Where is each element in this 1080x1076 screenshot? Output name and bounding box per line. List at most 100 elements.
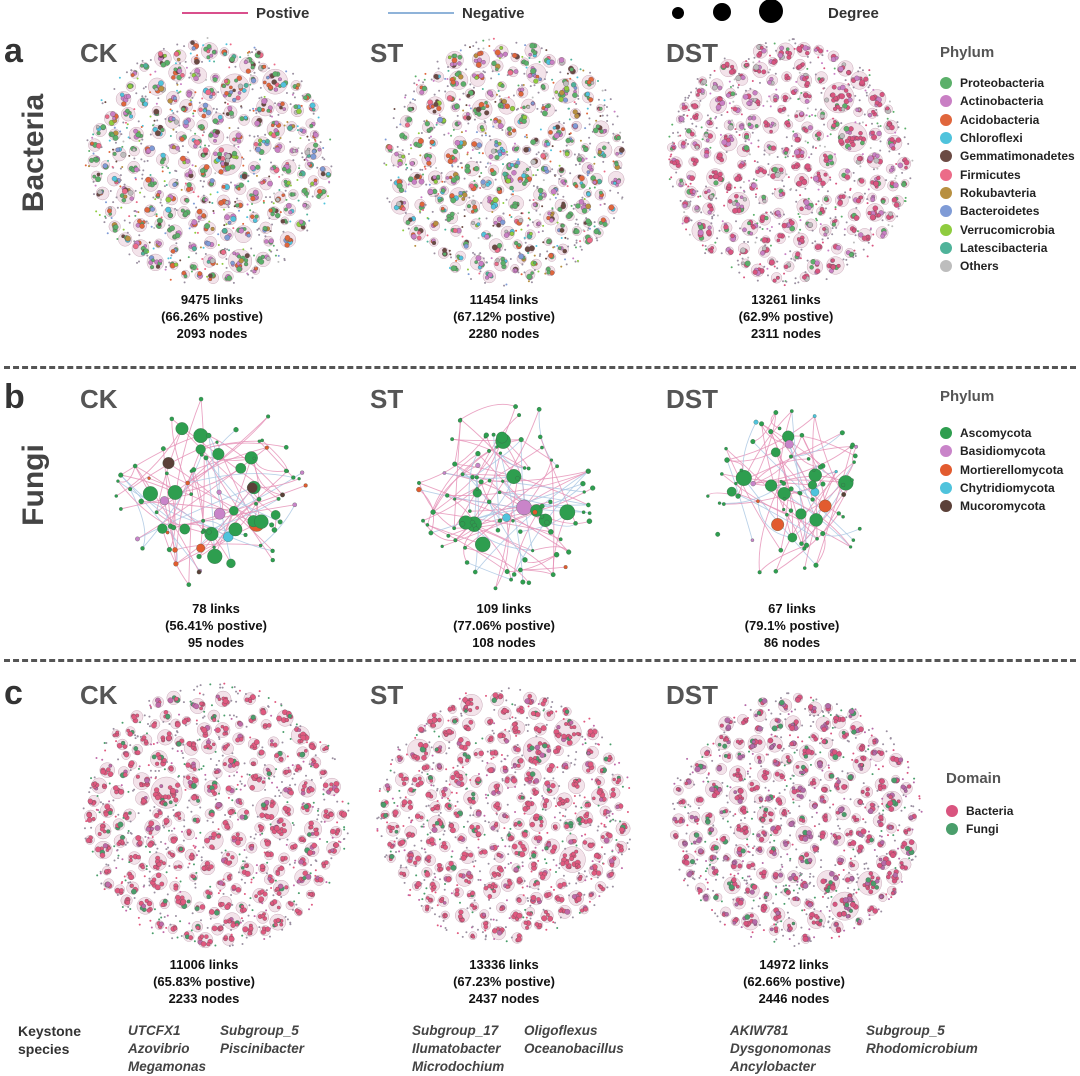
network-cluster: [180, 195, 190, 205]
network-cluster: [769, 93, 780, 103]
network-cluster: [733, 737, 745, 750]
network-cluster: [719, 133, 738, 152]
network-cluster: [234, 225, 253, 243]
network-cluster: [857, 228, 872, 243]
network-cluster: [203, 221, 216, 235]
network-cluster: [162, 817, 173, 828]
network-cluster: [530, 157, 542, 168]
network-cluster: [501, 160, 533, 192]
network-cluster: [676, 177, 686, 188]
network-cluster: [485, 734, 495, 744]
network-cluster: [702, 202, 716, 216]
network-cluster: [235, 901, 248, 914]
keystone-species: Piscinibacter: [220, 1041, 305, 1056]
network-cluster: [827, 50, 840, 63]
network-cluster: [264, 850, 274, 861]
keystone-label-line2: species: [18, 1041, 70, 1057]
network-cluster: [221, 850, 239, 868]
network-cluster: [754, 725, 764, 734]
legend-swatch-icon: [940, 150, 952, 163]
stats-positive: (66.26% postive): [161, 309, 263, 324]
network-cluster: [613, 145, 626, 158]
network-cluster: [520, 829, 530, 839]
network-cluster: [470, 138, 483, 151]
network-cluster: [196, 119, 209, 132]
network-cluster: [870, 747, 885, 762]
network-cluster: [695, 846, 706, 857]
network-cluster: [754, 165, 767, 178]
network-cluster: [766, 74, 778, 87]
network-cluster: [421, 152, 437, 167]
network-cluster: [135, 791, 150, 806]
network-cluster: [87, 795, 100, 807]
network-cluster: [464, 88, 475, 99]
legend-item: Proteobacteria: [940, 74, 1075, 92]
stats-positive: (67.23% postive): [453, 974, 555, 989]
network-cluster: [816, 870, 840, 894]
network-cluster: [195, 208, 208, 222]
stats-links: 67 links: [768, 601, 816, 616]
network-cluster: [732, 896, 746, 910]
network-cluster: [445, 170, 461, 186]
network-cluster: [547, 122, 566, 141]
network-cluster: [731, 104, 742, 116]
network-cluster: [383, 783, 392, 792]
network-cluster: [741, 89, 763, 111]
network-cluster: [132, 835, 145, 848]
network-cluster: [781, 753, 794, 766]
network-cluster: [804, 218, 818, 232]
network-cluster: [888, 848, 898, 859]
network-cluster: [466, 889, 476, 900]
stats-nodes: 2233 nodes: [168, 991, 240, 1006]
network-cluster: [903, 826, 913, 837]
network-cluster: [329, 826, 342, 839]
network-cluster: [741, 912, 760, 931]
network-cluster: [575, 198, 592, 215]
network-cluster: [297, 855, 309, 867]
network-cluster: [485, 762, 497, 774]
network-cluster: [302, 200, 312, 210]
network-cluster: [705, 780, 724, 799]
network-cluster: [166, 690, 181, 705]
network-domain-st: [376, 687, 631, 944]
legend-item-label: Others: [960, 259, 999, 274]
network-cluster: [588, 863, 604, 878]
network-cluster: [439, 204, 449, 214]
network-cluster: [220, 227, 234, 242]
network-cluster: [886, 135, 903, 151]
positive-line-swatch: [182, 12, 248, 14]
stats-nodes: 2437 nodes: [468, 991, 540, 1006]
network-scatter-dots: [672, 692, 923, 947]
network-cluster: [225, 785, 236, 796]
network-cluster: [779, 807, 789, 817]
network-cluster: [726, 191, 750, 215]
network-cluster: [173, 49, 187, 63]
network-cluster: [720, 906, 732, 918]
network-cluster: [223, 212, 237, 226]
network-cluster: [542, 54, 556, 68]
network-cluster: [151, 124, 166, 139]
network-cluster: [540, 909, 554, 923]
legend-swatch-icon: [940, 77, 952, 90]
network-cluster: [697, 76, 707, 86]
network-cluster: [720, 221, 733, 234]
network-cluster: [702, 186, 716, 201]
stats-c-dst: 14972 links (62.66% postive) 2446 nodes: [704, 956, 884, 1007]
network-cluster: [289, 146, 299, 157]
network-cluster: [836, 855, 846, 866]
stats-positive: (77.06% postive): [453, 618, 555, 633]
network-cluster: [422, 121, 435, 134]
network-cluster: [281, 786, 294, 799]
network-cluster: [260, 837, 272, 850]
network-cluster: [505, 832, 516, 842]
network-cluster: [159, 898, 170, 910]
network-cluster: [439, 185, 449, 196]
network-cluster: [183, 828, 195, 841]
network-cluster: [437, 116, 447, 126]
network-cluster: [757, 768, 772, 783]
network-cluster: [304, 160, 314, 170]
legend-item-label: Chytridiomycota: [960, 481, 1055, 496]
network-cluster: [789, 740, 798, 750]
network-cluster: [154, 189, 164, 200]
